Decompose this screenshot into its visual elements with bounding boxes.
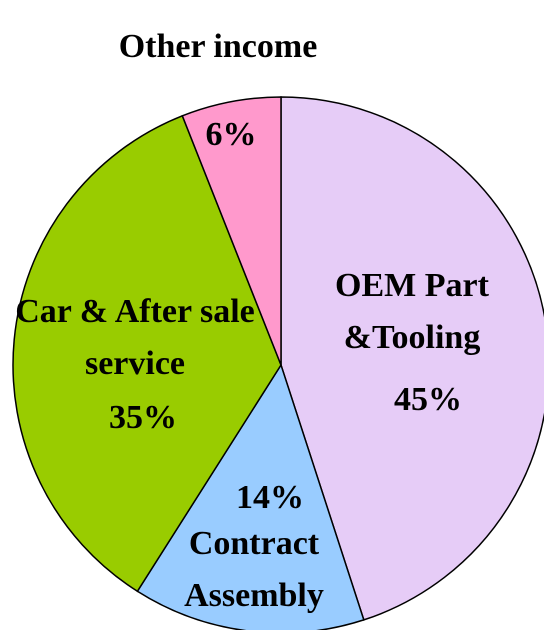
slice-label: OEM Part &Tooling [335,267,489,356]
slice-value: 45% [394,381,462,418]
slice-label: Contract Assembly [184,525,324,614]
slice-value: 35% [109,399,177,436]
pie-slice [12,114,282,593]
pie-slice [280,96,544,621]
pie-slice [136,363,365,630]
slice-value: 6% [205,116,257,153]
slice-label: Car & After sale service [15,293,255,382]
slice-value: 14% [236,479,304,516]
pie-slice [181,96,282,366]
slice-label: Other income [118,28,318,65]
